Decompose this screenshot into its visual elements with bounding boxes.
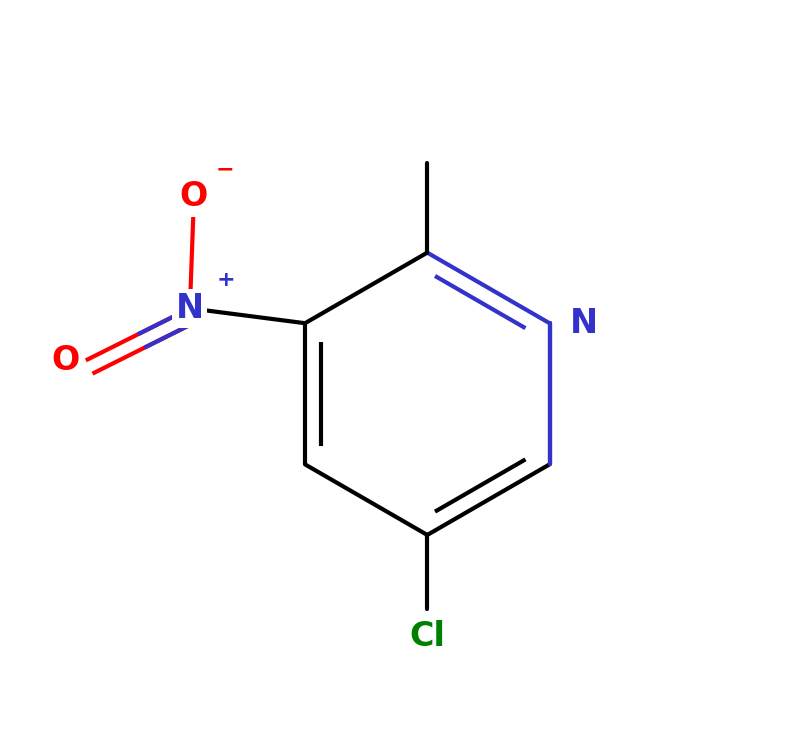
Text: N: N — [176, 292, 204, 325]
Text: −: − — [215, 160, 234, 179]
Text: +: + — [216, 270, 235, 290]
Text: Cl: Cl — [409, 620, 446, 653]
Text: N: N — [570, 307, 599, 340]
Text: O: O — [180, 181, 207, 213]
Text: O: O — [51, 344, 79, 377]
